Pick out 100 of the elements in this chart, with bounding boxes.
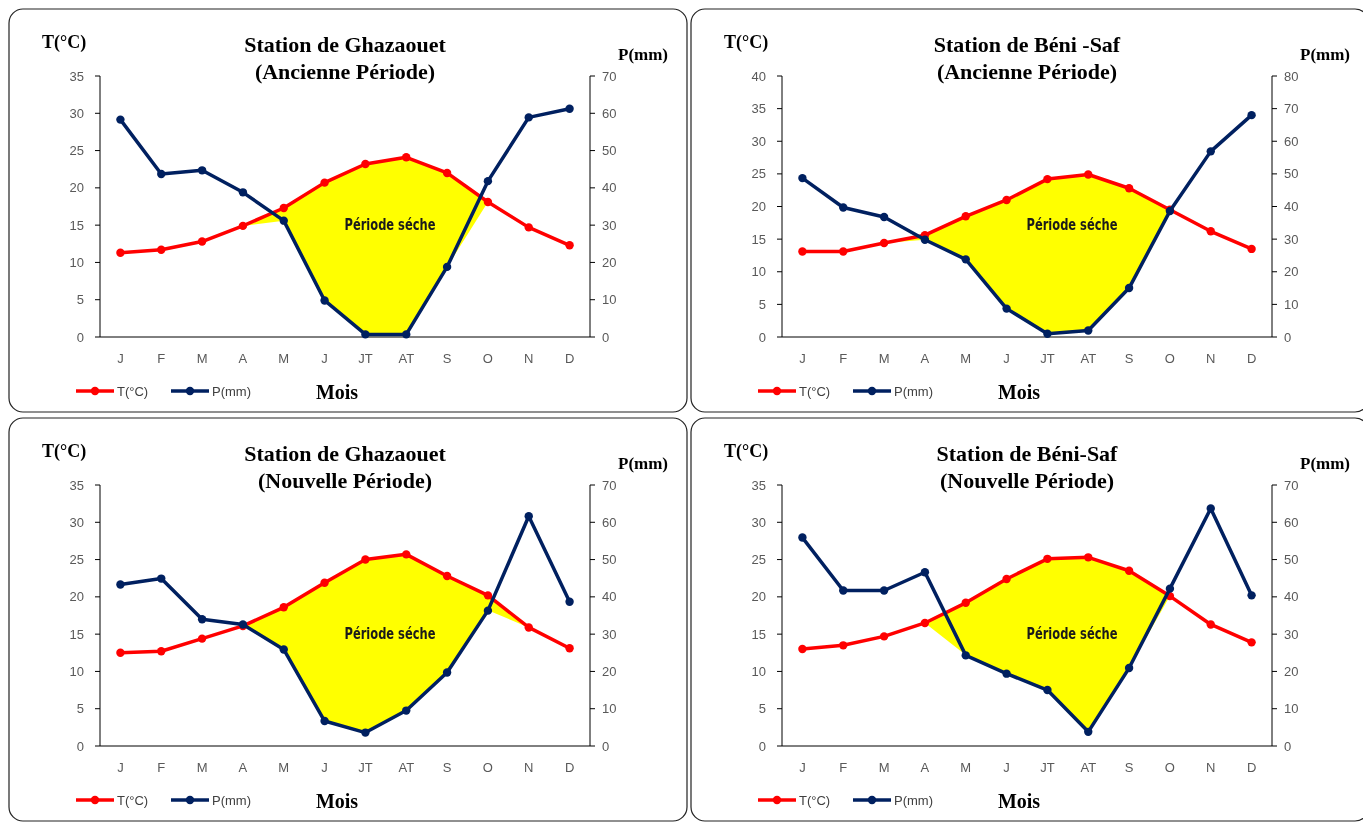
x-tick-label: M bbox=[960, 760, 972, 775]
point bbox=[402, 550, 411, 559]
y-tick-label: 10 bbox=[751, 663, 766, 679]
y2-tick-label: 20 bbox=[602, 254, 617, 270]
y-tick-label: 5 bbox=[758, 296, 766, 312]
x-tick-label: O bbox=[482, 760, 493, 775]
point bbox=[1124, 184, 1134, 193]
legend-label: P(mm) bbox=[212, 383, 251, 399]
point bbox=[1247, 591, 1256, 600]
point bbox=[320, 578, 329, 587]
y-axis-title: T(°C) bbox=[42, 441, 87, 462]
point bbox=[483, 197, 493, 207]
x-tick-label: D bbox=[564, 760, 575, 775]
point bbox=[798, 533, 807, 542]
point bbox=[524, 512, 533, 521]
y-tick-label: 0 bbox=[758, 738, 766, 754]
x-tick-label: D bbox=[564, 351, 575, 366]
y2-tick-label: 10 bbox=[1284, 296, 1299, 312]
point bbox=[116, 248, 125, 257]
y2-tick-label: 60 bbox=[1284, 514, 1299, 530]
x-tick-label: JT bbox=[1040, 760, 1055, 775]
x-tick-label: JT bbox=[1040, 351, 1055, 366]
y-tick-label: 20 bbox=[751, 589, 766, 605]
point bbox=[1002, 304, 1011, 313]
point bbox=[1247, 244, 1256, 254]
y-axis-title: T(°C) bbox=[724, 441, 769, 462]
point bbox=[879, 586, 889, 595]
x-tick-label: D bbox=[1246, 760, 1257, 775]
y-tick-label: 25 bbox=[69, 143, 84, 159]
point bbox=[320, 178, 329, 187]
point bbox=[879, 632, 889, 641]
y2-axis-title: P(mm) bbox=[618, 45, 669, 64]
point bbox=[157, 647, 166, 656]
point bbox=[1084, 727, 1093, 737]
point bbox=[1002, 574, 1011, 584]
point bbox=[1043, 329, 1052, 338]
point bbox=[238, 221, 248, 231]
y-tick-label: 35 bbox=[69, 477, 84, 493]
y2-tick-label: 20 bbox=[602, 663, 617, 679]
y2-axis-title: P(mm) bbox=[618, 454, 669, 473]
point bbox=[839, 247, 848, 256]
point bbox=[879, 238, 889, 248]
x-axis-title: Mois bbox=[315, 790, 359, 812]
point bbox=[1247, 110, 1256, 120]
point bbox=[116, 648, 125, 657]
point bbox=[1002, 195, 1011, 205]
chart-title: Station de Ghazaouet bbox=[244, 32, 447, 57]
y-tick-label: 0 bbox=[76, 738, 84, 754]
chart-title: Station de Béni-Saf bbox=[936, 441, 1119, 466]
point bbox=[920, 568, 930, 577]
y-tick-label: 0 bbox=[758, 329, 766, 345]
y2-tick-label: 0 bbox=[602, 329, 610, 345]
x-tick-label: J bbox=[799, 351, 806, 366]
chart-title: Station de Ghazaouet bbox=[244, 441, 447, 466]
point bbox=[961, 651, 970, 660]
annotation: Période séche bbox=[1026, 216, 1118, 234]
x-tick-label: M bbox=[278, 760, 290, 775]
y2-tick-label: 0 bbox=[1284, 738, 1292, 754]
x-tick-label: J bbox=[1003, 351, 1010, 366]
point bbox=[238, 188, 248, 197]
point bbox=[961, 255, 970, 264]
x-tick-label: J bbox=[1003, 760, 1010, 775]
y2-tick-label: 30 bbox=[1284, 626, 1299, 642]
x-tick-label: AT bbox=[398, 760, 415, 775]
y2-axis-title: P(mm) bbox=[1300, 454, 1351, 473]
y2-tick-label: 50 bbox=[602, 143, 617, 159]
y2-tick-label: 10 bbox=[602, 292, 617, 308]
annotation: Période séche bbox=[344, 625, 436, 643]
x-tick-label: O bbox=[1164, 351, 1175, 366]
x-tick-label: AT bbox=[1080, 351, 1097, 366]
point bbox=[961, 598, 970, 608]
x-tick-label: A bbox=[920, 760, 930, 775]
legend-label: T(°C) bbox=[799, 792, 831, 808]
y-tick-label: 30 bbox=[751, 133, 766, 149]
legend-label: T(°C) bbox=[117, 383, 149, 399]
x-tick-label: A bbox=[920, 351, 930, 366]
y2-tick-label: 30 bbox=[1284, 231, 1299, 247]
y-tick-label: 35 bbox=[69, 68, 84, 84]
point bbox=[402, 330, 411, 339]
point bbox=[320, 716, 329, 726]
point bbox=[1206, 504, 1215, 513]
x-tick-label: J bbox=[117, 351, 124, 366]
point bbox=[442, 262, 452, 272]
point bbox=[279, 645, 288, 654]
x-tick-label: A bbox=[238, 760, 248, 775]
y-tick-label: 15 bbox=[751, 626, 766, 642]
point bbox=[920, 235, 930, 244]
point bbox=[361, 555, 370, 564]
point bbox=[879, 212, 889, 222]
chart-subtitle: (Nouvelle Période) bbox=[257, 468, 433, 493]
point bbox=[1084, 326, 1093, 335]
point bbox=[920, 618, 930, 628]
point bbox=[1247, 638, 1256, 647]
y2-tick-label: 10 bbox=[602, 701, 617, 717]
point bbox=[961, 212, 970, 221]
y2-tick-label: 50 bbox=[602, 552, 617, 568]
point bbox=[116, 115, 125, 124]
y-tick-label: 25 bbox=[751, 552, 766, 568]
point bbox=[798, 247, 807, 256]
chart-title: Station de Béni -Saf bbox=[933, 32, 1121, 57]
